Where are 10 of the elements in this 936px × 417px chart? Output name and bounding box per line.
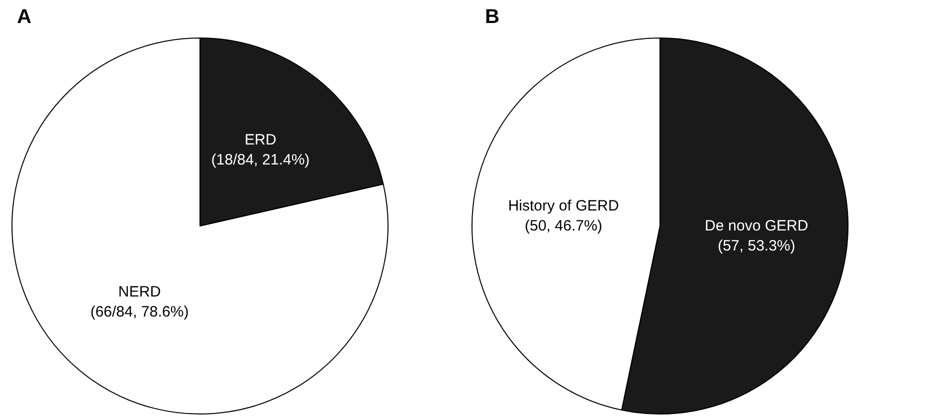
data-label: (18/84, 21.4%) [211,152,310,169]
slice-label: De novo GERD [704,217,808,234]
data-label: (66/84, 78.6%) [90,303,189,320]
data-label: (57, 53.3%) [718,237,796,254]
slice-label: History of GERD [508,198,620,215]
chart-title: A [17,6,32,28]
data-label: (50, 46.7%) [524,218,602,235]
slice-label: ERD [244,132,276,149]
slice-label: NERD [118,283,161,300]
chart-title: B [485,6,500,28]
